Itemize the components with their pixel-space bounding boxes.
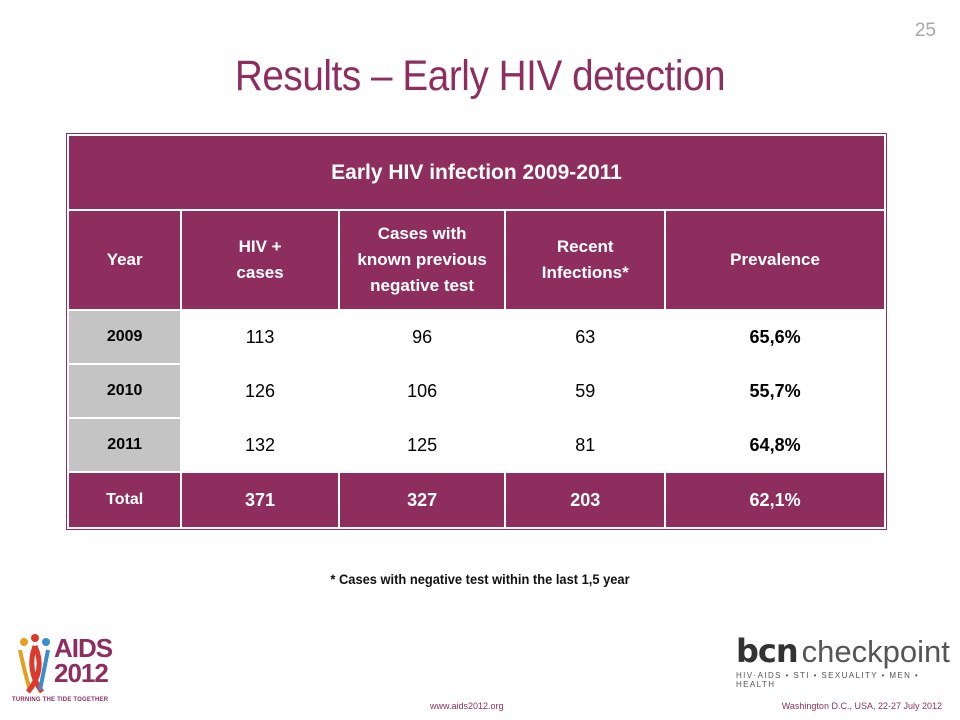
table-total-row: Total 371 327 203 62,1%	[66, 471, 886, 529]
table-header-row: Year HIV + cases Cases with known previous…	[66, 209, 886, 311]
table-caption-row: Early HIV infection 2009-2011	[67, 134, 886, 211]
known-negative-cell: 96	[337, 309, 507, 365]
hiv-cases-cell: 132	[180, 417, 340, 473]
table-row: 2011 132 125 81 64,8%	[66, 417, 886, 473]
hiv-cases-cell: 126	[180, 363, 340, 419]
hiv-cases-cell: 113	[180, 309, 340, 365]
aids-logo-text: AIDS 2012	[54, 633, 113, 688]
page-number: 25	[914, 20, 936, 41]
year-cell: 2010	[66, 363, 183, 419]
known-negative-cell: 125	[337, 417, 507, 473]
table-row: 2009 113 96 63 65,6%	[66, 309, 886, 365]
results-table: Early HIV infection 2009-2011 Year HIV +…	[66, 134, 886, 529]
header-prevalence: Prevalence	[664, 209, 886, 311]
recent-infections-cell: 81	[504, 417, 667, 473]
year-cell: 2009	[66, 309, 183, 365]
recent-infections-cell: 59	[504, 363, 667, 419]
recent-infections-cell: 63	[504, 309, 667, 365]
prevalence-cell: 65,6%	[664, 309, 886, 365]
footer-event: Washington D.C., USA, 22-27 July 2012	[781, 701, 942, 711]
header-year: Year	[66, 209, 183, 311]
bcn-tagline: HIV·AIDS • STI • SEXUALITY • MEN • HEALT…	[736, 671, 920, 689]
total-prevalence: 62,1%	[664, 471, 886, 529]
total-label: Total	[66, 471, 183, 529]
total-hiv-cases: 371	[180, 471, 340, 529]
bcn-checkpoint-logo: bcn checkpoint HIV·AIDS • STI • SEXUALITY…	[736, 632, 960, 689]
year-cell: 2011	[66, 417, 183, 473]
checkpoint-word: checkpoint	[801, 634, 950, 669]
bcn-word: bcn	[736, 632, 799, 670]
total-known-negative: 327	[337, 471, 507, 529]
footer-url[interactable]: www.aids2012.org	[430, 701, 504, 711]
table-caption: Early HIV infection 2009-2011	[67, 134, 886, 211]
aids-tagline: TURNING THE TIDE TOGETHER	[12, 697, 109, 703]
table-row: 2010 126 106 59 55,7%	[66, 363, 886, 419]
total-recent-infections: 203	[504, 471, 667, 529]
aids-ribbon-logo	[18, 634, 50, 694]
prevalence-cell: 64,8%	[664, 417, 886, 473]
footnote: * Cases with negative test within the la…	[330, 571, 630, 587]
header-recent-infections: Recent Infections*	[504, 209, 667, 311]
header-known-negative: Cases with known previous negative test	[337, 209, 507, 311]
prevalence-cell: 55,7%	[664, 363, 886, 419]
known-negative-cell: 106	[337, 363, 507, 419]
slide-title: Results – Early HIV detection	[234, 52, 726, 100]
header-hiv-cases: HIV + cases	[180, 209, 340, 311]
